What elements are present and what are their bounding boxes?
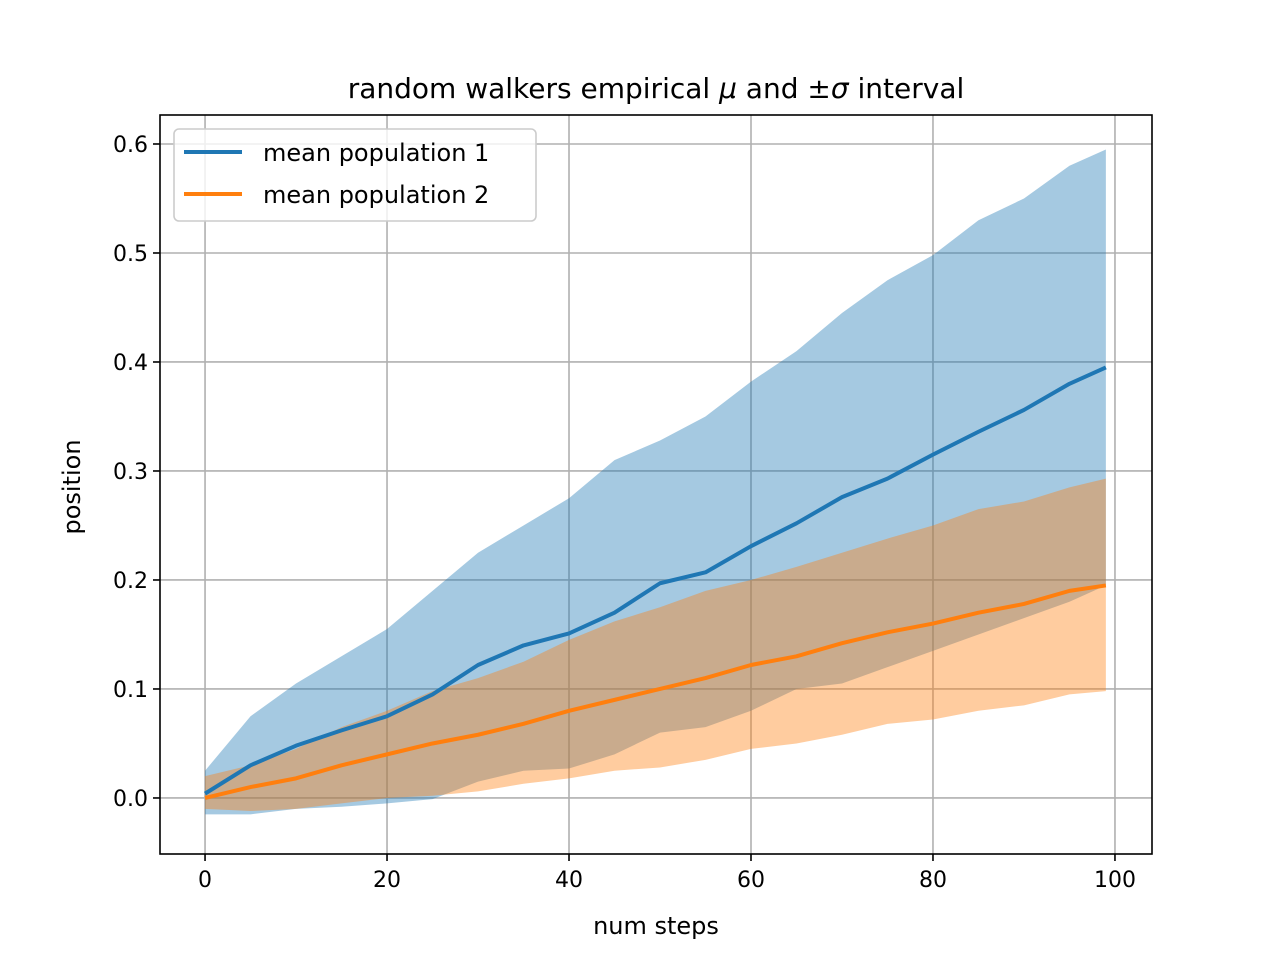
x-tick-label: 0 [198, 868, 212, 893]
legend-box [173, 128, 537, 222]
chart-title: random walkers empirical μ and ±σ interv… [348, 72, 965, 105]
y-tick-label: 0.0 [113, 787, 148, 812]
title-part: σ [831, 72, 850, 105]
title-part: interval [849, 72, 965, 105]
y-tick-label: 0.2 [113, 569, 148, 594]
ticks: 0 20 40 60 80 100 0.0 0.1 0.2 0.3 0.4 0.5 0.6 [113, 133, 1136, 893]
title-part: μ [718, 72, 737, 105]
mean-line-population-1 [203, 365, 1107, 796]
y-axis-label: position [58, 439, 86, 534]
y-tick-label: 0.1 [113, 678, 148, 703]
legend: mean population 1 mean population 2 [173, 128, 537, 222]
title-part: and ± [737, 72, 831, 105]
mean-line-population-2 [204, 583, 1107, 800]
x-tick-label: 40 [555, 868, 583, 893]
x-tick-label: 20 [373, 868, 401, 893]
y-tick-label: 0.6 [113, 133, 148, 158]
y-tick-label: 0.3 [113, 460, 148, 485]
sigma-band-population-1 [205, 149, 1106, 815]
lines [203, 365, 1107, 800]
title-part: random walkers empirical [348, 72, 719, 105]
y-tick-label: 0.5 [113, 242, 148, 267]
x-tick-label: 100 [1094, 868, 1136, 893]
x-axis-label: num steps [593, 912, 719, 940]
sigma-band-population-2 [205, 478, 1106, 812]
axes-frame [159, 114, 1153, 855]
legend-label-population-1: mean population 1 [263, 139, 489, 167]
grid [160, 115, 1152, 854]
bands [205, 149, 1106, 815]
x-tick-label: 60 [737, 868, 765, 893]
y-tick-label: 0.4 [113, 351, 148, 376]
x-tick-label: 80 [919, 868, 947, 893]
legend-label-population-2: mean population 2 [263, 181, 489, 209]
